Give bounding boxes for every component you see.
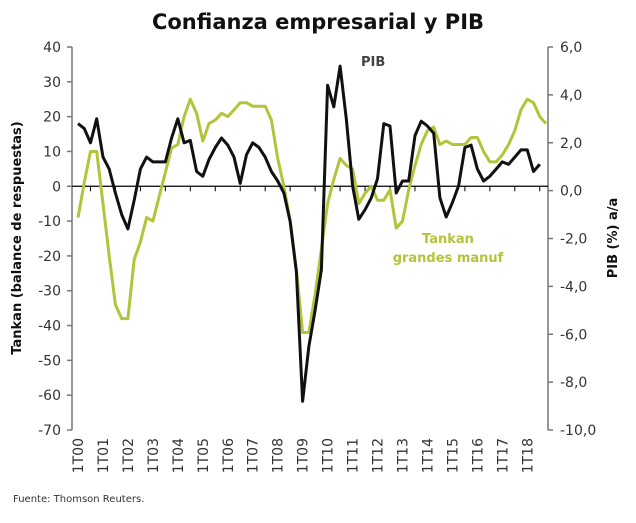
- x-tick-label: 1T03: [146, 438, 162, 473]
- tankan-series-label-2: grandes manuf: [393, 251, 504, 266]
- right-tick-label: 4,0: [560, 88, 582, 104]
- left-tick-label: 30: [43, 75, 61, 91]
- x-tick-label: 1T07: [246, 438, 262, 473]
- x-tick-label: 1T05: [196, 438, 212, 473]
- x-tick-label: 1T12: [371, 438, 387, 473]
- right-axis-label: PIB (%) a/a: [606, 198, 621, 279]
- left-tick-label: -20: [38, 249, 61, 265]
- left-tick-label: 20: [43, 110, 61, 126]
- x-tick-label: 1T13: [395, 438, 411, 473]
- right-tick-label: -6,0: [560, 327, 587, 343]
- right-tick-label: 0,0: [560, 184, 582, 200]
- left-tick-label: -10: [38, 214, 61, 230]
- left-tick-label: 40: [43, 40, 61, 56]
- left-tick-label: 10: [43, 144, 61, 160]
- x-tick-label: 1T01: [96, 438, 112, 473]
- tankan-line: [76, 97, 548, 334]
- chart-title: Confianza empresarial y PIB: [152, 10, 484, 34]
- x-tick-label: 1T04: [171, 438, 187, 473]
- series-layer: PIB Tankan grandes manuf: [76, 55, 548, 403]
- left-tick-label: -70: [38, 423, 61, 439]
- left-axis-label: Tankan (balance de respuestas): [10, 121, 25, 354]
- right-tick-label: 2,0: [560, 136, 582, 152]
- right-tick-label: -8,0: [560, 375, 587, 391]
- x-tick-label: 1T14: [420, 438, 436, 473]
- source-note: Fuente: Thomson Reuters.: [13, 494, 145, 505]
- x-tick-label: 1T11: [346, 438, 362, 473]
- x-tick-label: 1T08: [271, 438, 287, 473]
- tankan-series-label: Tankan: [422, 232, 474, 247]
- left-tick-label: -60: [38, 388, 61, 404]
- x-tick-label: 1T06: [221, 438, 237, 473]
- x-tick-label: 1T16: [470, 438, 486, 473]
- x-tick-label: 1T15: [445, 438, 461, 473]
- x-tick-label: 1T18: [520, 438, 536, 473]
- x-tick-label: 1T02: [121, 438, 137, 473]
- right-tick-label: -10,0: [560, 423, 596, 439]
- left-tick-label: -50: [38, 353, 61, 369]
- left-tick-label: -30: [38, 284, 61, 300]
- pib-series-label: PIB: [361, 55, 385, 70]
- x-tick-label: 1T09: [296, 438, 312, 473]
- x-tick-label: 1T00: [71, 438, 87, 473]
- right-tick-label: 6,0: [560, 40, 582, 56]
- right-tick-label: -2,0: [560, 232, 587, 248]
- left-tick-label: -40: [38, 319, 61, 335]
- left-axis: 40 30 20 10 0 -10 -20 -30 -40 -50 -60 -70: [38, 40, 73, 439]
- x-tick-label: 1T10: [321, 438, 337, 473]
- right-tick-label: -4,0: [560, 279, 587, 295]
- right-axis: 6,0 4,0 2,0 0,0 -2,0 -4,0 -6,0 -8,0 -10,0: [547, 40, 596, 439]
- x-axis: 1T00 1T01 1T02 1T03 1T04 1T05 1T06 1T07 1T08 1T09…: [71, 185, 548, 473]
- x-tick-label: 1T17: [495, 438, 511, 473]
- left-tick-label: 0: [52, 179, 61, 195]
- pib-line: [77, 64, 541, 403]
